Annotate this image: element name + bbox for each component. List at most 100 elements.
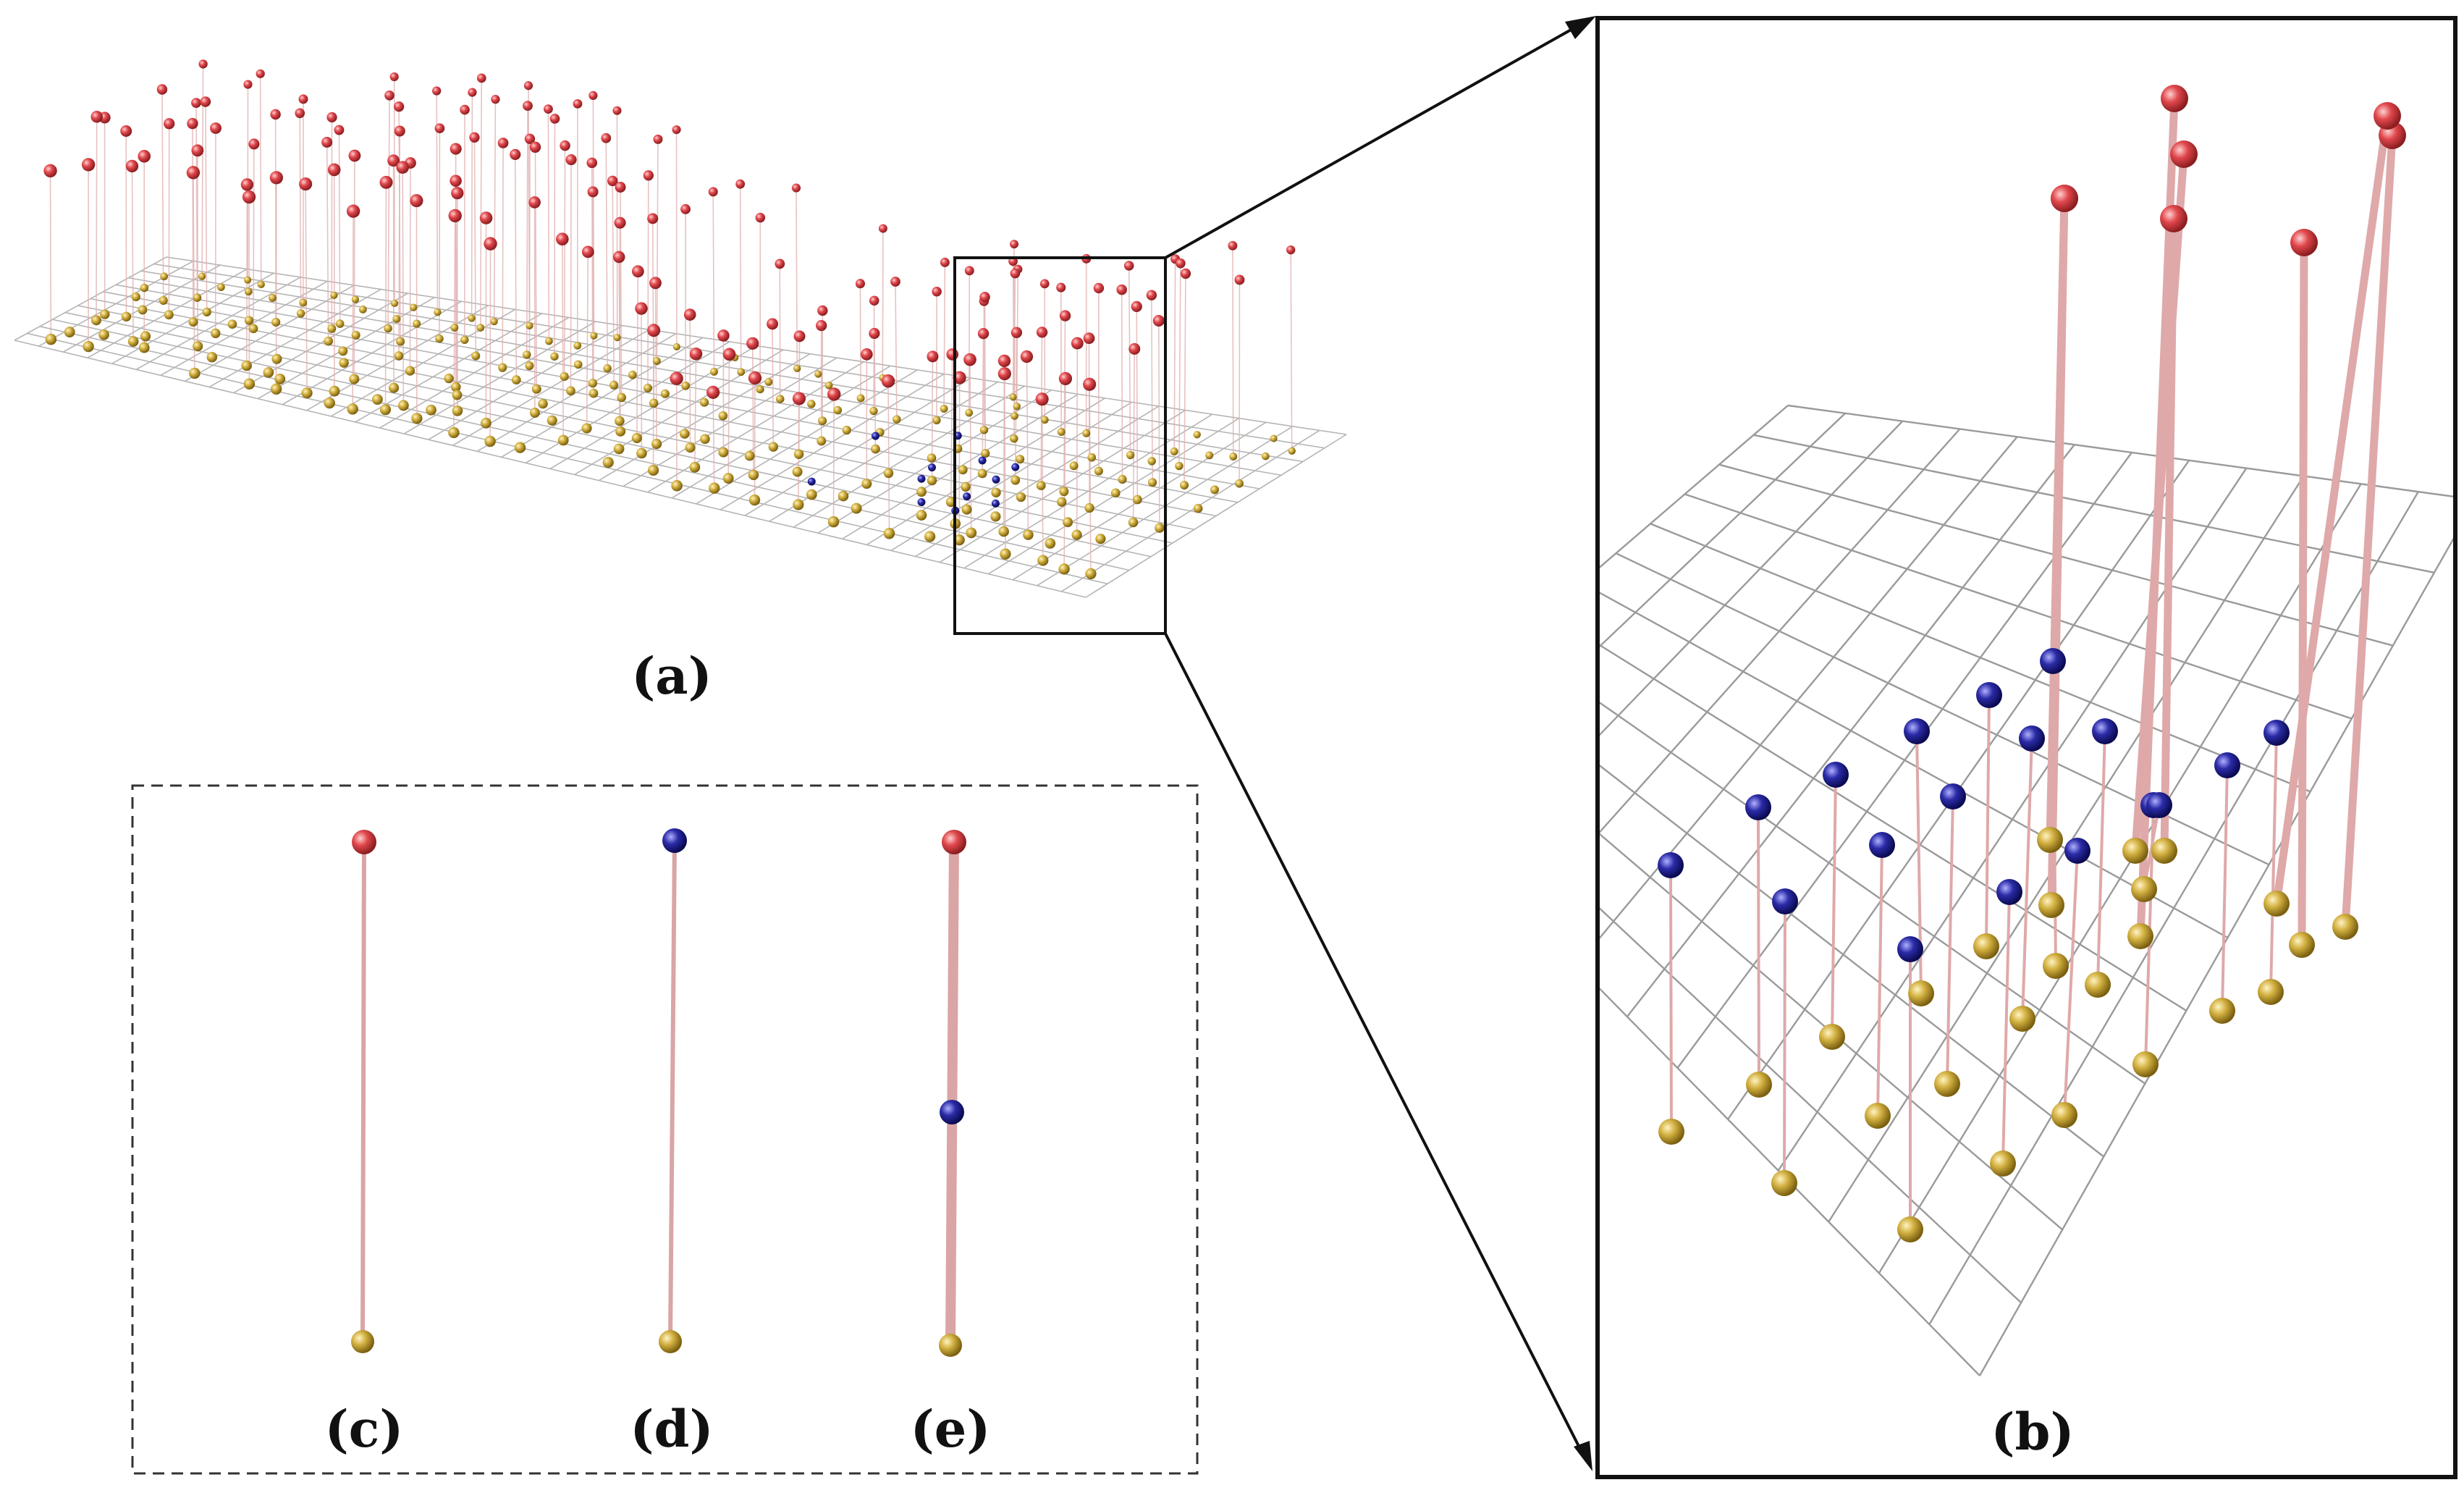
stem: [554, 118, 556, 357]
grid-line: [1600, 987, 1980, 1376]
top-sphere: [379, 175, 393, 189]
ground-sphere: [211, 328, 221, 339]
ground-sphere: [792, 466, 803, 477]
ground-sphere: [514, 442, 526, 453]
ground-sphere: [651, 439, 662, 450]
ground-sphere: [1261, 452, 1270, 460]
top-sphere: [612, 251, 625, 264]
stem: [131, 166, 134, 342]
middle-sphere: [1976, 682, 2002, 708]
ground-sphere: [1288, 447, 1296, 455]
ground-sphere: [615, 416, 625, 426]
top-sphere: [200, 96, 211, 107]
ground-sphere: [602, 457, 614, 468]
top-sphere: [448, 209, 462, 223]
ground-sphere: [160, 272, 169, 281]
grid-line: [1650, 523, 2311, 793]
ground-sphere: [131, 292, 140, 302]
stem: [326, 142, 329, 342]
ground-sphere: [1270, 434, 1278, 442]
grid-line: [39, 326, 1130, 571]
grid-line: [103, 291, 1239, 503]
stem: [772, 324, 775, 447]
ground-sphere: [615, 426, 626, 437]
ground-sphere: [793, 449, 804, 459]
ground-sphere: [924, 531, 936, 542]
top-sphere: [997, 354, 1011, 368]
ground-sphere: [861, 479, 872, 489]
middle-sphere: [1869, 832, 1895, 858]
stem: [1026, 356, 1029, 535]
ground-sphere: [138, 305, 148, 315]
ground-sphere: [588, 388, 599, 398]
stem: [570, 159, 572, 391]
ground-sphere: [977, 468, 987, 479]
top-sphere: [717, 329, 730, 342]
ground-sphere: [1110, 488, 1121, 498]
panel-c-sample: (c): [325, 830, 403, 1459]
ground-sphere: [1069, 461, 1079, 471]
ground-sphere: [411, 413, 423, 424]
top-sphere: [560, 140, 570, 151]
grid-line: [1600, 907, 2022, 1304]
ground-sphere: [1175, 461, 1184, 471]
ground-sphere: [1865, 1103, 1891, 1129]
top-sphere: [389, 72, 399, 82]
ground-sphere: [121, 311, 132, 322]
ground-sphere: [244, 287, 253, 296]
ground-sphere: [709, 482, 720, 494]
ground-sphere: [768, 442, 779, 452]
ground-sphere: [269, 293, 277, 302]
top-sphere: [210, 122, 221, 134]
stem: [950, 354, 953, 502]
ground-sphere: [413, 319, 421, 328]
ground-sphere: [722, 473, 734, 484]
ground-sphere: [998, 526, 1009, 537]
ground-sphere: [649, 398, 659, 408]
top-sphere: [722, 348, 736, 361]
middle-sphere: [1745, 794, 1771, 820]
stem: [727, 354, 730, 479]
grid-line: [153, 263, 1325, 449]
stem: [712, 191, 715, 372]
middle-sphere: [978, 456, 987, 465]
ground-sphere: [2051, 1102, 2077, 1128]
top-sphere: [120, 125, 132, 137]
stem: [968, 270, 971, 413]
top-sphere: [649, 277, 662, 290]
ground-sphere: [824, 381, 833, 390]
top-sphere: [878, 224, 887, 233]
stem: [161, 89, 164, 300]
ground-sphere: [1071, 529, 1082, 540]
top-sphere: [556, 232, 569, 246]
stem: [712, 392, 715, 489]
grid-line: [1753, 434, 2435, 574]
ground-sphere: [1095, 534, 1106, 544]
stem: [1063, 378, 1066, 569]
ground-sphere: [452, 390, 463, 400]
middle-sphere: [1897, 936, 1923, 962]
ground-sphere: [647, 464, 659, 476]
top-sphere: [827, 387, 841, 401]
top-sphere: [125, 159, 139, 173]
stem: [193, 172, 195, 374]
ground-sphere: [588, 379, 598, 388]
stem: [1136, 306, 1139, 500]
stem: [547, 109, 550, 342]
ground-sphere: [2127, 923, 2153, 949]
ground-sphere: [916, 487, 927, 497]
ground-sphere: [916, 510, 927, 521]
ground-sphere: [958, 465, 968, 475]
top-sphere: [791, 183, 801, 193]
ground-sphere: [718, 411, 728, 421]
top-sphere: [346, 204, 360, 218]
ground-sphere: [748, 494, 761, 506]
ground-sphere: [603, 364, 612, 373]
top-sphere: [348, 149, 361, 162]
ground-sphere: [672, 342, 680, 351]
ground-sphere: [1040, 416, 1049, 424]
panel-d-stem: [668, 840, 677, 1342]
ground-sphere: [451, 382, 461, 392]
top-sphere: [2161, 85, 2188, 112]
